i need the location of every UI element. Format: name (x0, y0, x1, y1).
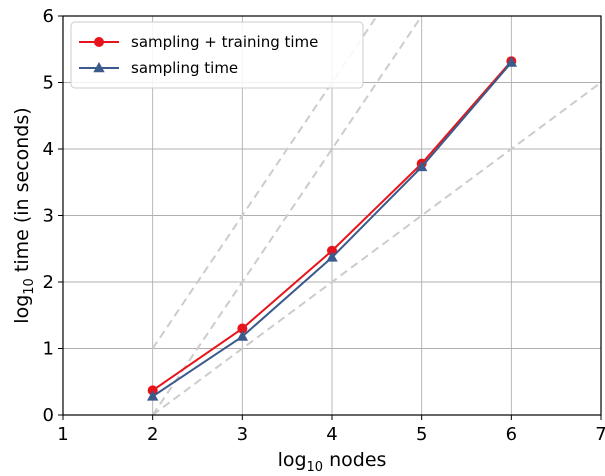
data-point-1-2 (326, 251, 338, 262)
reference-line-0 (151, 16, 379, 350)
y-tick-label-0: 0 (43, 405, 54, 426)
legend-label-sampling: sampling time (131, 59, 238, 77)
y-tick-label-3: 3 (43, 206, 54, 227)
legend-box (70, 21, 364, 89)
legend-label-sampling-training: sampling + training time (131, 33, 318, 51)
x-axis-label-subscript: 10 (307, 460, 324, 475)
legend-marker-triangle (93, 62, 105, 73)
reference-line-1 (151, 16, 423, 415)
reference-lines (151, 16, 601, 415)
y-axis-label-rest: time (in seconds) (11, 107, 33, 278)
data-point-1-4 (505, 56, 518, 67)
x-tick-label-3: 4 (326, 424, 337, 445)
x-axis-label-rest: nodes (323, 449, 386, 471)
x-tick-label-2: 3 (237, 424, 248, 445)
data-point-1-3 (415, 160, 428, 172)
y-tick-label-1: 1 (43, 339, 54, 360)
data-point-1-0 (146, 390, 159, 401)
x-tick-label-5: 6 (506, 424, 517, 445)
x-tick-label-0: 1 (57, 424, 68, 445)
y-axis-label: log10 time (in seconds) (11, 107, 37, 323)
y-axis-label-base: log (11, 295, 33, 324)
reference-line-2 (152, 81, 601, 415)
x-axis-label-base: log (278, 449, 307, 471)
legend: sampling + training time sampling time (70, 21, 364, 89)
x-tick-label-1: 2 (147, 424, 158, 445)
y-tick-label-2: 2 (43, 272, 54, 293)
series-layer (146, 56, 518, 401)
data-point-0-1 (237, 323, 248, 334)
x-tick-label-6: 7 (595, 424, 605, 445)
data-point-0-2 (327, 245, 337, 256)
y-tick-label-4: 4 (43, 139, 54, 160)
data-point-1-1 (236, 330, 249, 341)
y-axis-label-subscript: 10 (22, 278, 37, 295)
y-tick-label-5: 5 (43, 73, 54, 94)
x-axis-label: log10 nodes (278, 449, 387, 475)
x-tick-label-4: 5 (416, 424, 427, 445)
legend-marker-circle (94, 37, 104, 47)
y-tick-label-6: 6 (43, 6, 54, 27)
